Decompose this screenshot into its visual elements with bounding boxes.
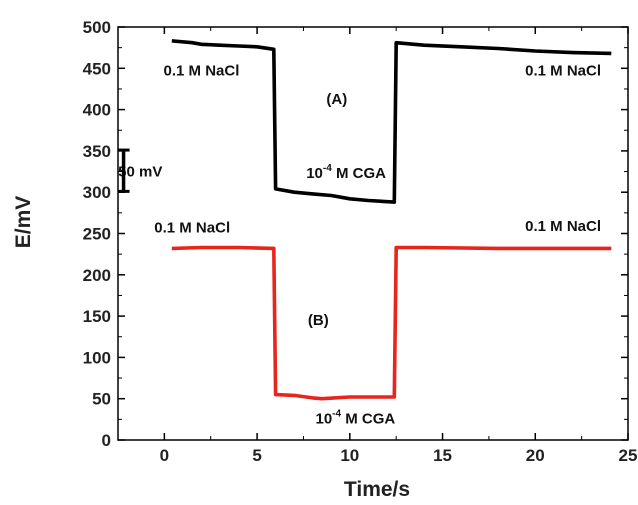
x-tick-label: 0: [160, 446, 169, 465]
y-tick-label: 500: [83, 18, 111, 37]
annotation-label: 10-4 M CGA: [306, 163, 386, 182]
annotation-label: (B): [308, 312, 329, 329]
y-tick-label: 450: [83, 59, 111, 78]
series-layer: [171, 39, 612, 401]
annotation-label: 0.1 M NaCl: [154, 220, 230, 237]
annotation-label: 0.1 M NaCl: [525, 63, 601, 80]
annotation-label: (A): [326, 91, 347, 108]
annotation-label: 0.1 M NaCl: [525, 218, 601, 235]
annotations-layer: 0.1 M NaCl 0.1 M NaCl (A) 10-4 M CGA 50 mV 0.…: [117, 63, 601, 427]
x-tick-label: 10: [340, 446, 359, 465]
y-tick-label: 200: [83, 266, 111, 285]
y-tick-label: 150: [83, 307, 111, 326]
y-tick-label: 50: [92, 390, 111, 409]
x-tick-label: 20: [526, 446, 545, 465]
y-tick-label: 100: [83, 348, 111, 367]
annotation-label: 50 mV: [118, 164, 162, 181]
x-tick-label: 15: [433, 446, 452, 465]
y-tick-label: 350: [83, 142, 111, 161]
annotation-label: 0.1 M NaCl: [164, 63, 240, 80]
x-tick-label: 5: [252, 446, 261, 465]
y-axis-title: E/mV: [12, 196, 35, 249]
series-b-line: [171, 245, 612, 401]
y-tick-label: 250: [83, 225, 111, 244]
y-tick-label: 0: [102, 431, 111, 450]
annotation-label: 10-4 M CGA: [315, 408, 395, 427]
x-tick-label: 25: [619, 446, 638, 465]
series-a-line: [171, 39, 612, 204]
y-tick-label: 400: [83, 101, 111, 120]
y-tick-label: 300: [83, 183, 111, 202]
x-axis-title: Time/s: [344, 478, 410, 501]
